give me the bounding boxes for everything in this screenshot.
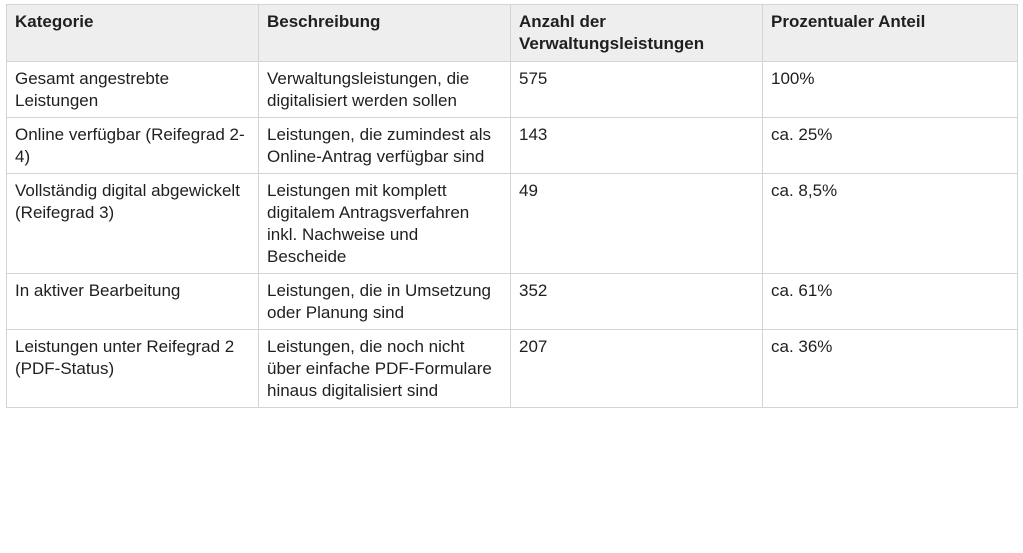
cell-kategorie: Online verfügbar (Reifegrad 2-4) — [6, 117, 259, 174]
table-header: Kategorie Beschreibung Anzahl der Verwal… — [6, 4, 1018, 62]
table-row: Vollständig digital abgewickelt (Reifegr… — [6, 173, 1018, 274]
cell-beschreibung: Leistungen mit komplett digitalem Antrag… — [258, 173, 511, 274]
header-kategorie: Kategorie — [6, 4, 259, 62]
cell-anzahl: 143 — [510, 117, 763, 174]
cell-beschreibung: Leistungen, die zumindest als Online-Ant… — [258, 117, 511, 174]
table-row: Online verfügbar (Reifegrad 2-4) Leistun… — [6, 117, 1018, 174]
cell-kategorie: Gesamt angestrebte Leistungen — [6, 61, 259, 118]
table-row: Leistungen unter Reifegrad 2 (PDF-Status… — [6, 329, 1018, 408]
verwaltungsleistungen-table: Kategorie Beschreibung Anzahl der Verwal… — [6, 4, 1018, 408]
table-row: In aktiver Bearbeitung Leistungen, die i… — [6, 273, 1018, 330]
cell-kategorie: Leistungen unter Reifegrad 2 (PDF-Status… — [6, 329, 259, 408]
header-beschreibung: Beschreibung — [258, 4, 511, 62]
header-anteil: Prozentualer Anteil — [762, 4, 1018, 62]
table-row: Gesamt angestrebte Leistungen Verwaltung… — [6, 61, 1018, 118]
table-body: Gesamt angestrebte Leistungen Verwaltung… — [6, 61, 1018, 408]
header-anzahl: Anzahl der Verwaltungsleistungen — [510, 4, 763, 62]
cell-anzahl: 49 — [510, 173, 763, 274]
data-table-container: Kategorie Beschreibung Anzahl der Verwal… — [6, 4, 1018, 408]
cell-beschreibung: Verwaltungsleistungen, die digitalisiert… — [258, 61, 511, 118]
cell-beschreibung: Leistungen, die in Umsetzung oder Planun… — [258, 273, 511, 330]
cell-anteil: ca. 36% — [762, 329, 1018, 408]
cell-kategorie: In aktiver Bearbeitung — [6, 273, 259, 330]
cell-beschreibung: Leistungen, die noch nicht über einfache… — [258, 329, 511, 408]
cell-anteil: 100% — [762, 61, 1018, 118]
cell-kategorie: Vollständig digital abgewickelt (Reifegr… — [6, 173, 259, 274]
cell-anzahl: 352 — [510, 273, 763, 330]
cell-anteil: ca. 25% — [762, 117, 1018, 174]
cell-anzahl: 207 — [510, 329, 763, 408]
cell-anzahl: 575 — [510, 61, 763, 118]
cell-anteil: ca. 61% — [762, 273, 1018, 330]
cell-anteil: ca. 8,5% — [762, 173, 1018, 274]
header-row: Kategorie Beschreibung Anzahl der Verwal… — [6, 4, 1018, 62]
